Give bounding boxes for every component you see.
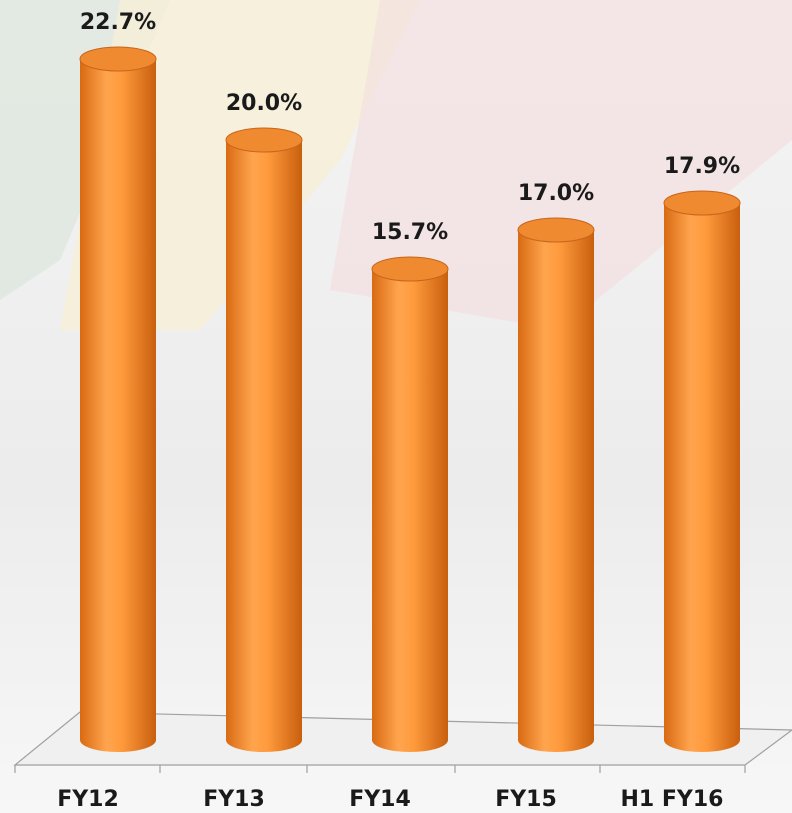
x-tick-label: H1 FY16 xyxy=(621,787,724,812)
value-label: 22.7% xyxy=(80,10,156,35)
bar-top xyxy=(371,256,449,282)
bar-top xyxy=(517,217,595,243)
bar xyxy=(664,203,740,752)
value-label: 17.9% xyxy=(664,154,740,179)
bar-top xyxy=(225,127,303,153)
bar xyxy=(518,230,594,752)
bar xyxy=(80,59,156,752)
value-label: 15.7% xyxy=(372,220,448,245)
x-tick-label: FY13 xyxy=(203,787,265,812)
value-label: 17.0% xyxy=(518,181,594,206)
decor-arrow-red xyxy=(330,0,792,330)
bar xyxy=(226,140,302,752)
value-label: 20.0% xyxy=(226,91,302,116)
bar xyxy=(372,269,448,752)
x-tick-label: FY14 xyxy=(349,787,411,812)
bar-top xyxy=(79,46,157,72)
bar-top xyxy=(663,190,741,216)
x-tick-label: FY15 xyxy=(495,787,557,812)
x-tick-label: FY12 xyxy=(57,787,119,812)
